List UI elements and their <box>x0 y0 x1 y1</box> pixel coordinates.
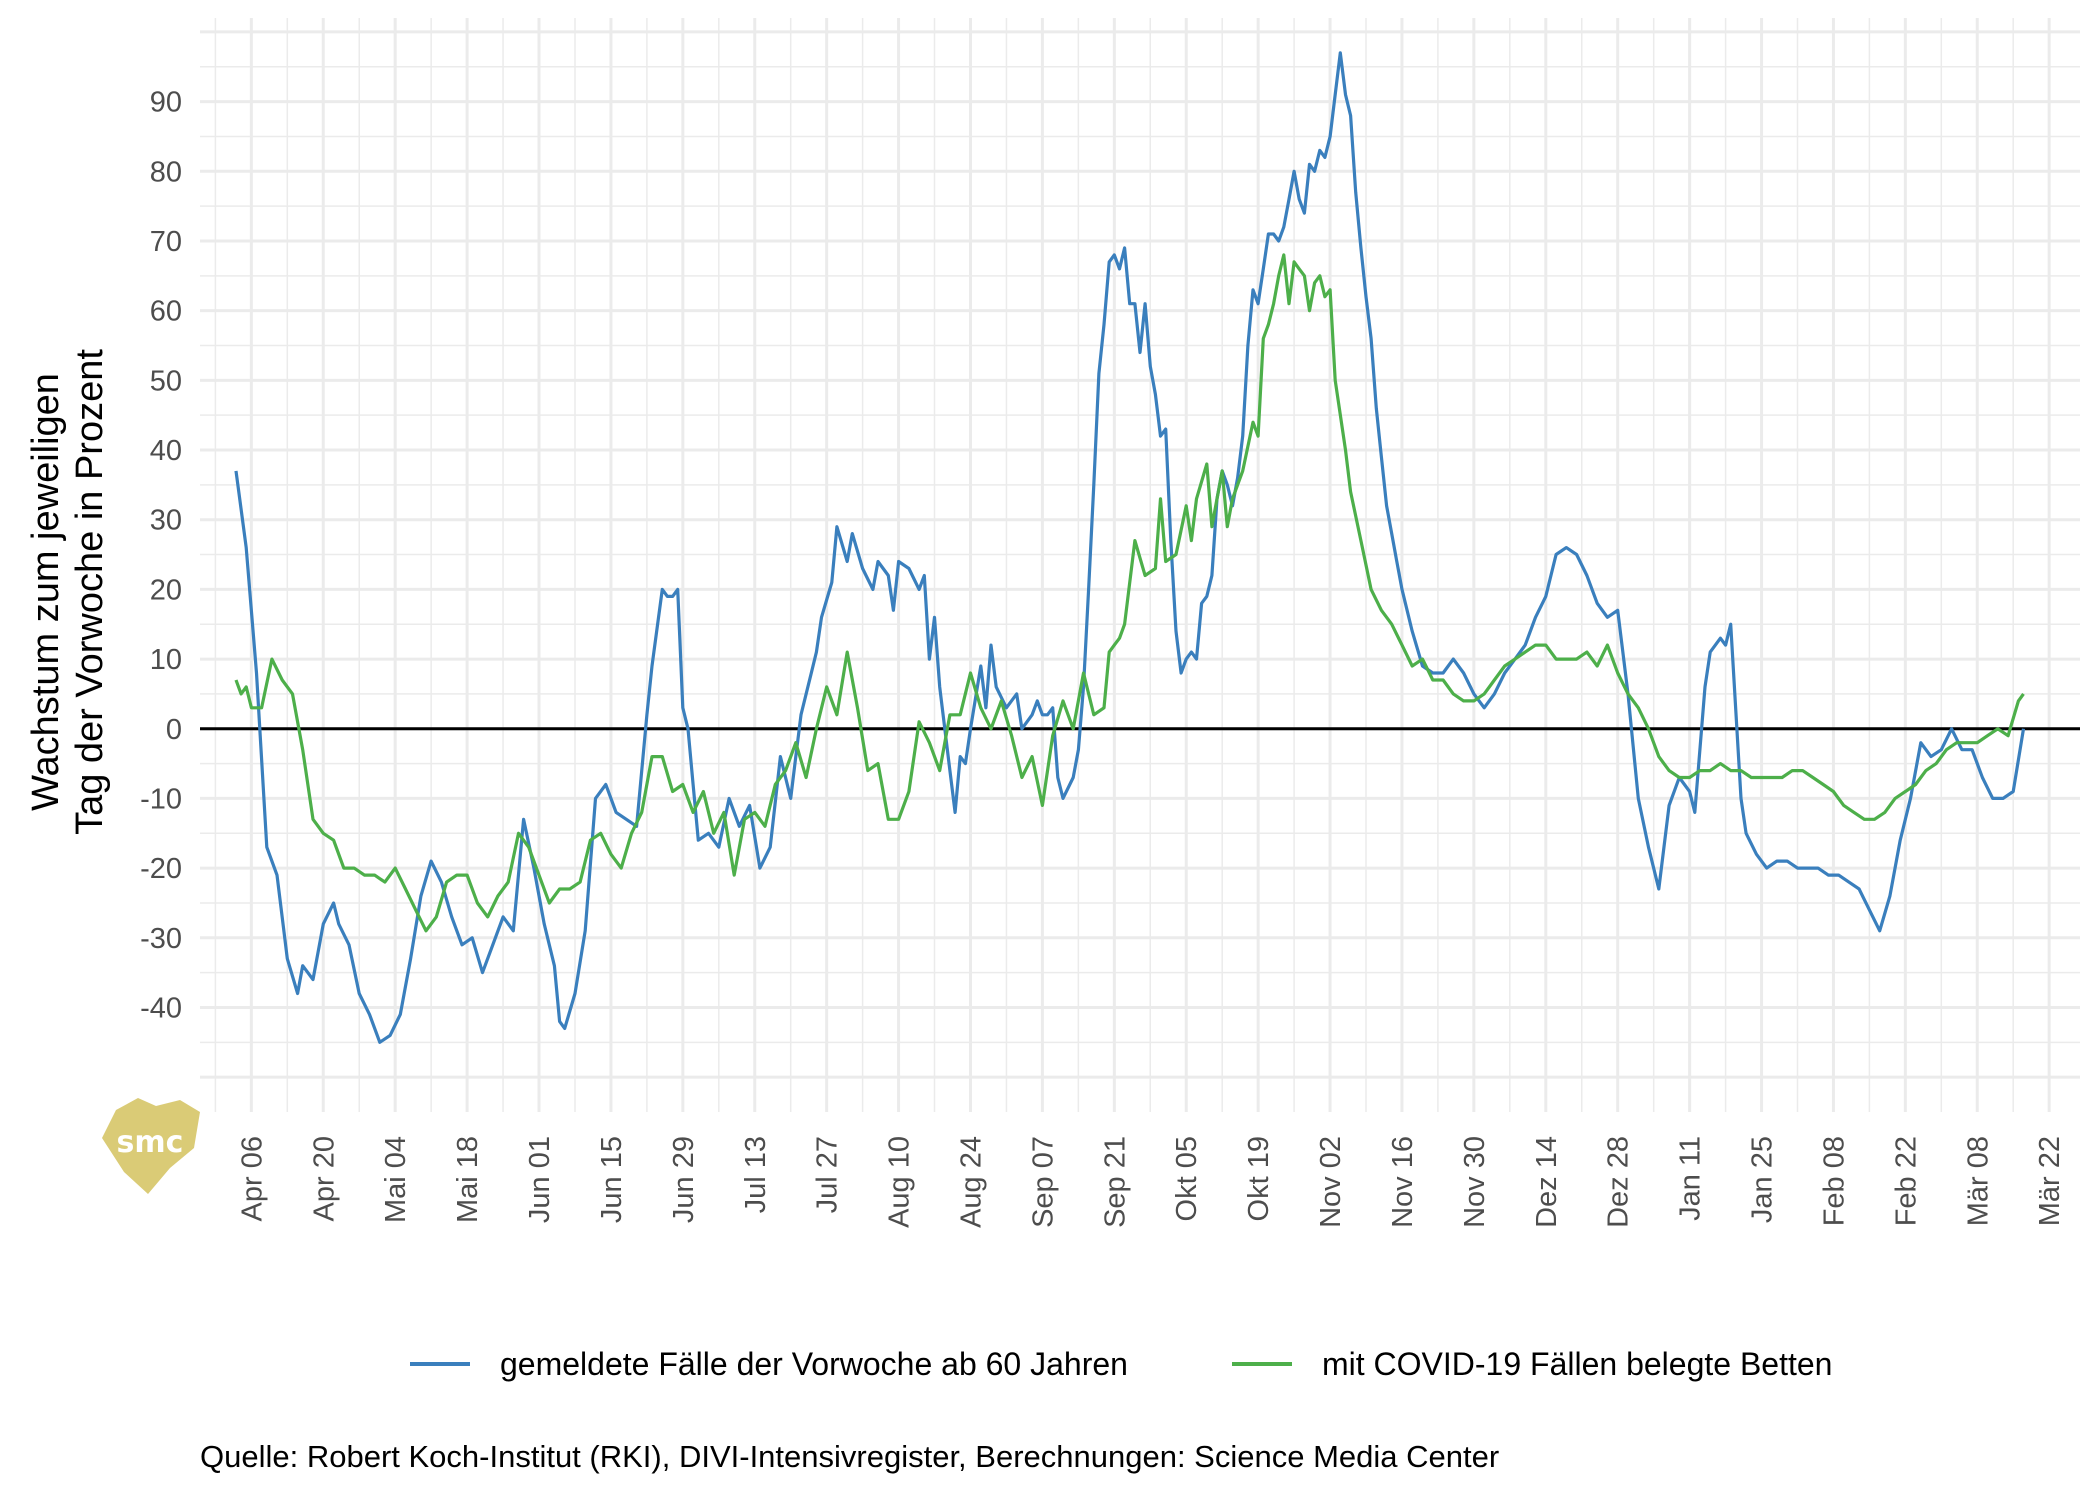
y-tick-label: 10 <box>150 644 182 676</box>
x-tick-label: Nov 02 <box>1315 1136 1347 1228</box>
y-tick-label: -10 <box>140 783 182 815</box>
y-tick-label: 40 <box>150 435 182 467</box>
y-tick-label: 50 <box>150 365 182 397</box>
x-tick-label: Okt 05 <box>1171 1136 1203 1221</box>
y-tick-label: 80 <box>150 156 182 188</box>
x-tick-label: Mär 08 <box>1962 1136 1994 1226</box>
x-tick-label: Apr 20 <box>308 1136 340 1221</box>
x-tick-label: Jul 27 <box>812 1136 844 1213</box>
x-tick-label: Jun 01 <box>524 1136 556 1223</box>
y-axis-label: Wachstum zum jeweiligen Tag der Vorwoche… <box>25 349 111 835</box>
smc-logo-shape <box>102 1098 200 1194</box>
y-tick-label: -20 <box>140 853 182 885</box>
x-tick-label: Mai 04 <box>380 1136 412 1223</box>
x-tick-label: Nov 16 <box>1387 1136 1419 1228</box>
series-line-beds <box>234 253 2025 933</box>
x-tick-label: Jun 15 <box>596 1136 628 1223</box>
x-tick-label: Apr 06 <box>236 1136 268 1221</box>
x-tick-label: Jul 13 <box>740 1136 772 1213</box>
x-tick-label: Sep 07 <box>1027 1136 1059 1228</box>
legend-label-beds: mit COVID-19 Fällen belegte Betten <box>1322 1346 1832 1382</box>
x-axis-tick-labels: Apr 06 Apr 20 Mai 04 Mai 18 Jun 01 Jun 15 Jun … <box>236 1136 2066 1228</box>
y-tick-label: 90 <box>150 87 182 119</box>
x-tick-label: Nov 30 <box>1459 1136 1491 1228</box>
y-tick-label: 20 <box>150 574 182 606</box>
x-tick-label: Aug 24 <box>956 1136 988 1228</box>
y-tick-label: 70 <box>150 226 182 258</box>
x-tick-label: Jun 29 <box>668 1136 700 1223</box>
legend-label-cases: gemeldete Fälle der Vorwoche ab 60 Jahre… <box>500 1346 1128 1382</box>
y-axis-label-line-1: Wachstum zum jeweiligen <box>25 373 67 811</box>
y-tick-label: 60 <box>150 296 182 328</box>
series-layer <box>234 51 2026 1044</box>
x-tick-label: Feb 22 <box>1890 1136 1922 1226</box>
smc-logo-text: smc <box>117 1125 184 1160</box>
y-tick-label: -40 <box>140 992 182 1024</box>
x-tick-label: Dez 28 <box>1603 1136 1635 1228</box>
x-tick-label: Dez 14 <box>1531 1136 1563 1228</box>
y-axis-label-line-2: Tag der Vorwoche in Prozent <box>69 349 111 835</box>
y-axis-tick-labels: 90 80 70 60 50 40 30 20 10 0 -10 -20 -30 -40 <box>140 87 182 1025</box>
x-tick-label: Feb 08 <box>1818 1136 1850 1226</box>
source-caption: Quelle: Robert Koch-Institut (RKI), DIVI… <box>200 1439 1499 1474</box>
series-line-cases <box>234 51 2026 1044</box>
y-tick-label: 0 <box>166 714 182 746</box>
x-tick-label: Aug 10 <box>884 1136 916 1228</box>
y-tick-label: 30 <box>150 505 182 537</box>
x-tick-label: Jan 11 <box>1675 1136 1707 1221</box>
x-tick-label: Mai 18 <box>452 1136 484 1223</box>
y-tick-label: -30 <box>140 923 182 955</box>
legend: gemeldete Fälle der Vorwoche ab 60 Jahre… <box>410 1346 1832 1382</box>
grid <box>200 18 2080 1112</box>
x-tick-label: Sep 21 <box>1099 1136 1131 1228</box>
x-tick-label: Okt 19 <box>1243 1136 1275 1221</box>
x-tick-label: Jan 25 <box>1747 1136 1779 1223</box>
smc-logo: smc <box>102 1098 200 1194</box>
x-tick-label: Mär 22 <box>2034 1136 2066 1226</box>
